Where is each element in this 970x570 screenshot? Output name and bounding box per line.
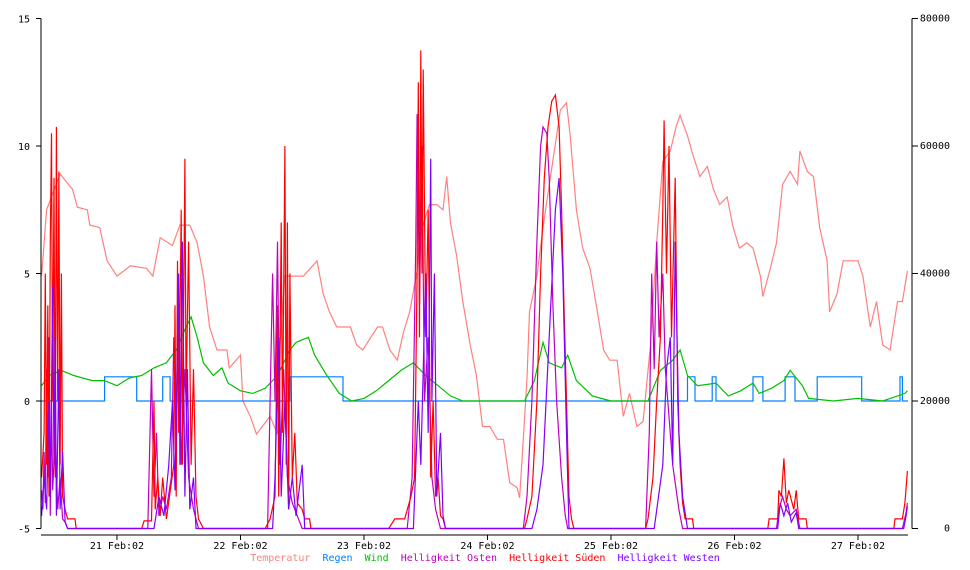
legend-helligkeit-osten: Helligkeit Osten [400,553,498,564]
axes-layer: 15 10 5 0 -5 80000 60000 40000 20000 0 21 Feb:02 22… [18,14,950,553]
legend-wind: Wind [364,553,389,564]
series-regen [41,376,908,402]
right-tick-label: 60000 [920,141,950,152]
series-wind [41,315,908,402]
legend-temperatur: Temperatur [250,553,311,564]
left-tick-label: 0 [24,397,30,408]
right-tick-label: 40000 [920,269,950,280]
left-tick-label: -5 [18,525,30,536]
x-tick-label: 26 Feb:02 [707,541,761,552]
x-tick-label: 25 Feb:02 [584,541,638,552]
x-tick-label: 21 Feb:02 [90,541,144,552]
legend-helligkeit-westen: Helligkeit Westen [617,553,720,564]
x-tick-label: 24 Feb:02 [460,541,514,552]
x-tick-label: 23 Feb:02 [337,541,391,552]
series-helligkeit-osten [41,114,908,530]
legend-helligkeit-sueden: Helligkeit Süden [509,553,606,564]
series-layer [41,50,908,530]
series-helligkeit-westen [41,158,908,530]
x-tick-label: 22 Feb:02 [213,541,267,552]
right-tick-label: 0 [944,524,950,535]
legend-regen: Regen [322,553,353,564]
x-tick-label: 27 Feb:02 [831,541,885,552]
left-tick-label: 10 [18,142,30,153]
left-tick-label: 5 [24,270,30,281]
right-tick-label: 80000 [920,14,950,25]
right-tick-label: 20000 [920,396,950,407]
left-tick-label: 15 [18,15,30,26]
series-temperatur [41,101,908,499]
legend: Temperatur Regen Wind Helligkeit Osten H… [0,553,970,564]
